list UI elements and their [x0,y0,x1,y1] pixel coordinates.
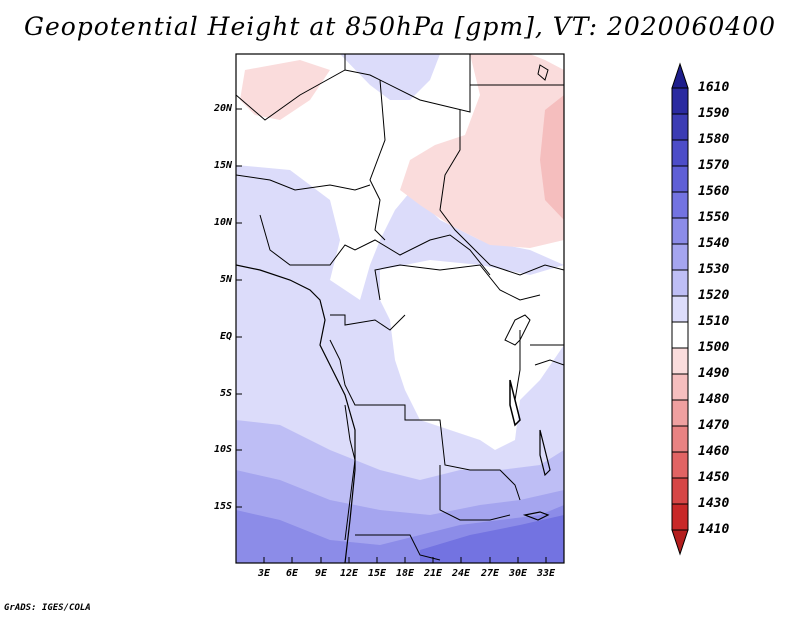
colorbar-swatch [671,503,689,531]
lat-label-5n: 5N [219,274,232,285]
colorbar-arrow-top [671,62,689,89]
map-title: Geopotential Height at 850hPa [gpm], VT:… [23,12,777,41]
lake-tanganyika [509,379,521,427]
colorbar-level-label: 1460 [698,444,730,459]
lon-label-9e: 9E [314,568,328,579]
colorbar-level-label: 1590 [698,106,730,121]
colorbar-level-label: 1410 [698,522,730,537]
field-pink-ne-core [540,95,564,220]
lon-label-15e: 15E [367,568,387,579]
colorbar-swatch [671,347,689,375]
grads-credit: GrADS: IGES/COLA [4,603,91,613]
river-nile-delta [537,64,549,81]
colorbar-swatch [671,373,689,401]
lat-label-5s: 5S [219,388,232,399]
lake-victoria [504,314,531,346]
colorbar-level-label: 1430 [698,496,730,511]
lon-label-6e: 6E [285,568,299,579]
colorbar-swatch [671,477,689,505]
lake-kariba [522,511,550,521]
colorbar-level-label: 1450 [698,470,730,485]
coastline [236,264,356,563]
colorbar-swatch [671,451,689,479]
lon-label-18e: 18E [395,568,415,579]
colorbar-level-label: 1610 [698,80,730,95]
colorbar-swatch [671,217,689,245]
lat-label-15n: 15N [213,160,232,171]
colorbar-level-label: 1470 [698,418,730,433]
colorbar-swatch [671,139,689,167]
lon-label-30e: 30E [508,568,528,579]
colorbar-swatch [671,399,689,427]
colorbar-swatch [671,165,689,193]
lon-label-27e: 27E [480,568,500,579]
field-pink-nw [240,60,330,120]
field-band-1560 [420,515,564,563]
lat-label-15s: 15S [213,501,232,512]
country-borders [236,54,564,561]
lon-ticks [263,557,547,563]
lat-label-10n: 10N [213,217,232,228]
field-blue-west [236,165,340,280]
colorbar-level-label: 1570 [698,158,730,173]
lon-label-24e: 24E [451,568,471,579]
colorbar-swatch [671,269,689,297]
lon-label-3e: 3E [257,568,271,579]
lat-ticks [236,108,242,508]
lon-label-21e: 21E [423,568,443,579]
colorbar-swatch [671,425,689,453]
colorbar-level-label: 1540 [698,236,730,251]
colorbar-swatch [671,243,689,271]
colorbar-swatch [671,191,689,219]
colorbar-level-label: 1500 [698,340,730,355]
colorbar-swatch [671,113,689,141]
colorbar-swatch [671,295,689,323]
map-panel [235,53,565,564]
map-frame [235,53,565,564]
lon-label-33e: 33E [536,568,556,579]
colorbar-swatch [671,87,689,115]
colorbar-arrow-bottom [671,529,689,556]
colorbar-level-label: 1560 [698,184,730,199]
colorbar-level-label: 1510 [698,314,730,329]
field-white-congo [380,260,564,450]
lat-label-eq: EQ [219,331,232,342]
lat-label-20n: 20N [213,103,232,114]
colorbar-level-label: 1550 [698,210,730,225]
colorbar-level-label: 1580 [698,132,730,147]
lon-label-12e: 12E [339,568,359,579]
colorbar-level-label: 1480 [698,392,730,407]
lake-malawi [539,429,551,477]
colorbar-swatch [671,321,689,349]
colorbar-level-label: 1530 [698,262,730,277]
colorbar-level-label: 1490 [698,366,730,381]
lat-label-10s: 10S [213,444,232,455]
colorbar-level-label: 1520 [698,288,730,303]
field-blue-north [340,54,440,100]
colorbar [671,62,689,556]
